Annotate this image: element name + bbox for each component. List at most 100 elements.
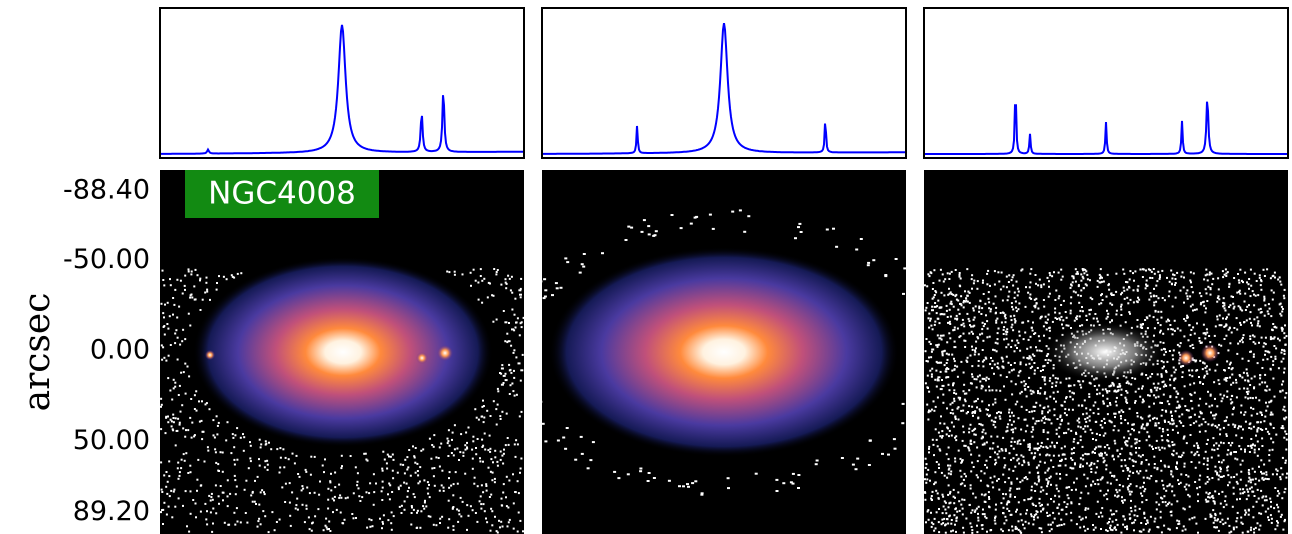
- speckle: [932, 491, 934, 493]
- speckle: [1116, 450, 1118, 452]
- speckle: [1169, 281, 1171, 283]
- speckle: [945, 512, 947, 514]
- speckle: [1129, 518, 1131, 520]
- speckle: [1084, 399, 1086, 401]
- speckle: [476, 521, 478, 523]
- speckle: [938, 337, 941, 339]
- speckle: [1122, 515, 1124, 517]
- speckle: [1244, 449, 1246, 451]
- speckle: [1063, 300, 1065, 302]
- speckle: [457, 483, 459, 485]
- speckle: [503, 449, 505, 451]
- speckle: [1169, 350, 1171, 352]
- star: [416, 352, 428, 364]
- speckle: [1213, 418, 1215, 420]
- speckle: [956, 511, 958, 513]
- speckle: [574, 459, 577, 461]
- speckle: [946, 477, 948, 479]
- speckle: [1159, 388, 1161, 390]
- speckle: [1210, 412, 1212, 414]
- speckle: [218, 503, 220, 505]
- speckle: [1095, 439, 1097, 441]
- speckle: [1011, 437, 1013, 439]
- speckle: [1138, 299, 1140, 301]
- speckle: [934, 302, 936, 304]
- speckle: [178, 394, 180, 396]
- speckle: [1142, 323, 1144, 325]
- speckle: [391, 529, 393, 531]
- speckle: [177, 337, 179, 339]
- speckle: [1141, 501, 1143, 503]
- speckle: [1136, 412, 1138, 414]
- speckle: [1047, 432, 1049, 434]
- speckle: [1191, 408, 1193, 410]
- speckle: [1263, 300, 1265, 302]
- speckle: [1252, 334, 1254, 336]
- speckle: [1284, 462, 1286, 464]
- speckle: [931, 349, 934, 351]
- speckle: [1175, 369, 1177, 371]
- speckle: [1113, 458, 1115, 460]
- speckle: [1080, 457, 1082, 459]
- speckle: [1097, 483, 1099, 485]
- speckle: [191, 271, 193, 273]
- speckle: [1078, 503, 1080, 505]
- speckle: [1258, 480, 1260, 482]
- speckle: [981, 328, 983, 330]
- speckle: [928, 451, 930, 453]
- speckle: [1155, 447, 1157, 449]
- speckle: [1014, 297, 1016, 299]
- speckle: [1236, 396, 1238, 398]
- speckle: [1241, 377, 1243, 379]
- speckle: [989, 390, 991, 392]
- speckle: [1278, 367, 1280, 369]
- speckle: [284, 501, 286, 503]
- speckle: [1284, 410, 1286, 412]
- speckle: [1166, 361, 1168, 363]
- speckle: [179, 475, 181, 477]
- speckle: [1238, 279, 1240, 281]
- speckle: [250, 460, 252, 462]
- speckle: [1249, 384, 1251, 386]
- speckle: [792, 483, 795, 485]
- speckle: [1008, 296, 1010, 298]
- speckle: [291, 491, 293, 493]
- speckle: [505, 496, 507, 498]
- speckle: [193, 435, 195, 437]
- speckle: [1034, 482, 1036, 484]
- speckle: [327, 499, 329, 501]
- speckle: [950, 530, 952, 532]
- speckle: [1154, 417, 1156, 419]
- speckle: [1080, 426, 1082, 428]
- speckle: [511, 276, 513, 278]
- speckle: [990, 436, 992, 438]
- speckle: [538, 399, 541, 401]
- speckle: [1195, 421, 1197, 423]
- speckle: [1014, 318, 1016, 320]
- speckle: [981, 385, 983, 387]
- speckle: [1146, 316, 1148, 318]
- speckle: [1023, 499, 1025, 501]
- speckle: [1265, 402, 1267, 404]
- speckle: [1223, 442, 1225, 444]
- speckle: [1272, 441, 1274, 443]
- speckle: [212, 523, 214, 525]
- speckle: [1192, 291, 1194, 293]
- speckle: [1268, 519, 1270, 521]
- speckle: [937, 362, 940, 364]
- speckle: [1123, 273, 1125, 275]
- speckle: [1259, 525, 1261, 527]
- speckle: [962, 440, 964, 442]
- speckle: [250, 445, 252, 447]
- speckle: [1001, 357, 1003, 359]
- speckle: [1144, 517, 1146, 519]
- speckle: [400, 485, 402, 487]
- speckle: [946, 376, 949, 378]
- speckle: [382, 470, 384, 472]
- speckle: [970, 424, 972, 426]
- speckle: [1244, 514, 1246, 516]
- speckle: [1260, 490, 1262, 492]
- speckle: [417, 482, 419, 484]
- speckle: [998, 411, 1000, 413]
- speckle: [252, 501, 254, 503]
